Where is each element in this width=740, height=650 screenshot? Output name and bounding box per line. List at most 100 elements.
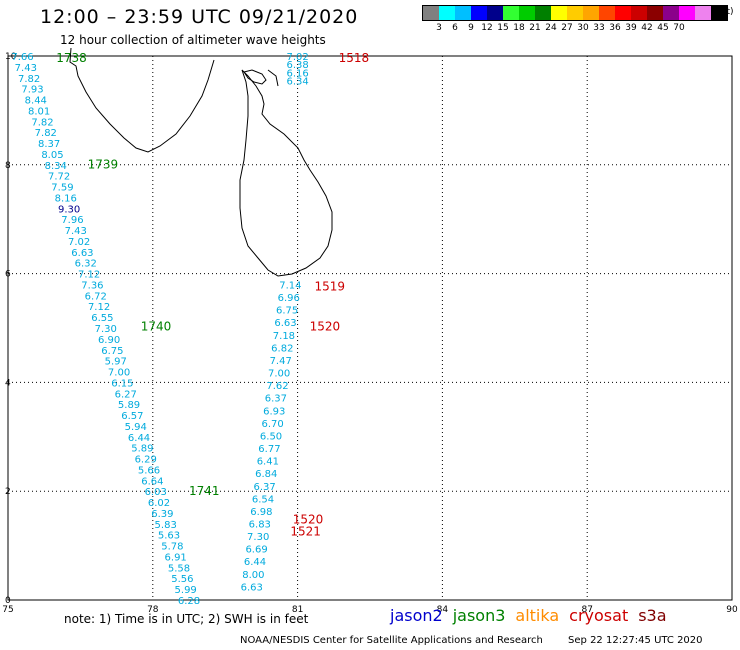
wave-height-reading: 6.69 xyxy=(245,545,267,556)
wave-height-reading: 8.00 xyxy=(242,570,264,581)
wave-height-reading: 6.02 xyxy=(148,498,170,509)
wave-height-reading: 7.02 xyxy=(286,52,308,63)
wave-height-reading: 6.37 xyxy=(265,394,287,405)
wave-height-reading: 7.36 xyxy=(81,280,103,291)
india-coastline xyxy=(69,47,215,153)
wave-height-reading: 6.93 xyxy=(263,406,285,417)
legend-label: 3 xyxy=(436,23,442,33)
wave-height-reading: 7.00 xyxy=(268,369,290,380)
credit-text: NOAA/NESDIS Center for Satellite Applica… xyxy=(240,635,543,646)
wave-height-reading: 6.83 xyxy=(249,520,271,531)
wave-height-reading: 7.02 xyxy=(68,237,90,248)
legend-swatch xyxy=(503,6,519,20)
wave-height-reading: 6.63 xyxy=(274,318,296,329)
map-subtitle: 12 hour collection of altimeter wave hei… xyxy=(60,33,326,47)
wave-height-reading: 8.05 xyxy=(41,150,63,161)
wave-height-reading: 5.94 xyxy=(125,422,147,433)
wave-height-reading: 5.99 xyxy=(175,585,197,596)
wave-height-reading: 8.34 xyxy=(45,161,67,172)
legend-swatch xyxy=(647,6,663,20)
legend-swatch xyxy=(487,6,503,20)
satellite-cryosat: cryosat xyxy=(569,606,629,625)
wave-height-reading: 6.77 xyxy=(258,444,280,455)
wave-height-reading: 7.43 xyxy=(65,226,87,237)
wave-height-reading: 6.44 xyxy=(128,433,150,444)
wave-height-reading: 7.00 xyxy=(108,368,130,379)
wave-height-reading: 6.64 xyxy=(141,476,163,487)
wave-height-reading: 6.50 xyxy=(260,431,282,442)
x-tick-label: 78 xyxy=(147,605,159,615)
legend-label: 24 xyxy=(545,23,557,33)
wave-height-reading: 6.54 xyxy=(252,494,274,505)
wave-height-reading: 6.16 xyxy=(286,68,308,79)
wave-height-reading: 7.30 xyxy=(247,532,269,543)
wave-height-reading: 7.47 xyxy=(270,356,292,367)
wave-height-reading: 6.38 xyxy=(286,60,308,71)
x-tick-label: 81 xyxy=(292,605,303,615)
x-tick-label: 90 xyxy=(726,605,738,615)
wave-height-reading: 7.96 xyxy=(61,215,83,226)
wave-height-reading: 6.75 xyxy=(101,346,123,357)
satellite-jason3: jason3 xyxy=(452,606,506,625)
legend-label: 36 xyxy=(609,23,621,33)
wave-height-reading: 5.56 xyxy=(171,574,193,585)
wave-height-reading: 7.30 xyxy=(95,324,117,335)
legend-label: 18 xyxy=(513,23,525,33)
generated-timestamp: Sep 22 12:27:45 UTC 2020 xyxy=(568,635,703,646)
pass-time-label: 1738 xyxy=(56,51,87,65)
wave-height-reading: 7.18 xyxy=(273,331,295,342)
wave-height-reading: 7.82 xyxy=(18,74,40,85)
wave-height-reading: 6.03 xyxy=(145,487,167,498)
legend-swatch xyxy=(711,6,727,20)
wave-height-reading: 7.12 xyxy=(78,270,100,281)
wave-height-reading: 6.96 xyxy=(278,293,300,304)
wave-height-reading: 7.93 xyxy=(21,85,43,96)
wave-height-reading: 6.41 xyxy=(257,457,279,468)
wave-height-reading: 7.14 xyxy=(279,280,301,291)
legend-swatch xyxy=(583,6,599,20)
legend-swatch xyxy=(535,6,551,20)
credit-line: NOAA/NESDIS Center for Satellite Applica… xyxy=(240,635,725,646)
y-tick-label: 0 xyxy=(5,596,11,606)
wave-height-reading: 5.78 xyxy=(161,542,183,553)
wave-height-reading: 5.97 xyxy=(105,357,127,368)
legend-label: 42 xyxy=(641,23,653,33)
wave-height-reading: 7.59 xyxy=(51,183,73,194)
wave-height-reading: 5.89 xyxy=(131,444,153,455)
map-frame xyxy=(7,55,733,601)
wave-height-reading: 6.70 xyxy=(262,419,284,430)
legend-swatch xyxy=(599,6,615,20)
legend-swatch xyxy=(423,6,439,20)
wave-height-reading: 6.57 xyxy=(121,411,143,422)
wave-height-reading: 6.28 xyxy=(178,596,200,607)
sri-lanka-coastline xyxy=(239,69,333,277)
y-tick-label: 10 xyxy=(5,52,17,62)
legend-label: 21 xyxy=(529,23,541,33)
pass-time-label: 1519 xyxy=(314,280,345,294)
wave-height-reading: 9.30 xyxy=(58,204,80,215)
wave-height-reading: 5.63 xyxy=(158,531,180,542)
wave-height-reading: 5.83 xyxy=(155,520,177,531)
wave-height-reading: 8.44 xyxy=(25,96,47,107)
wave-height-reading: 5.66 xyxy=(138,465,160,476)
wave-height-reading: 6.63 xyxy=(71,248,93,259)
wave-height-reading: 5.58 xyxy=(168,563,190,574)
satellite-altika: altika xyxy=(515,606,560,625)
pass-time-label: 1741 xyxy=(189,484,220,498)
pass-time-label: 1520 xyxy=(293,512,324,526)
footnote: note: 1) Time is in UTC; 2) SWH is in fe… xyxy=(64,612,309,626)
legend-label: 9 xyxy=(468,23,474,33)
wave-height-reading: 6.55 xyxy=(91,313,113,324)
wave-height-reading: 6.63 xyxy=(241,582,263,593)
wave-height-reading: 6.82 xyxy=(271,343,293,354)
legend-label: 30 xyxy=(577,23,589,33)
wave-height-reading: 7.82 xyxy=(31,117,53,128)
x-tick-label: 87 xyxy=(581,605,592,615)
satellite-jason2: jason2 xyxy=(390,606,443,625)
wave-height-reading: 7.72 xyxy=(48,172,70,183)
wave-height-reading: 6.91 xyxy=(165,552,187,563)
legend-swatch xyxy=(615,6,631,20)
x-tick-label: 84 xyxy=(437,605,449,615)
legend-label: 12 xyxy=(481,23,493,33)
wave-height-reading: 6.84 xyxy=(255,469,277,480)
